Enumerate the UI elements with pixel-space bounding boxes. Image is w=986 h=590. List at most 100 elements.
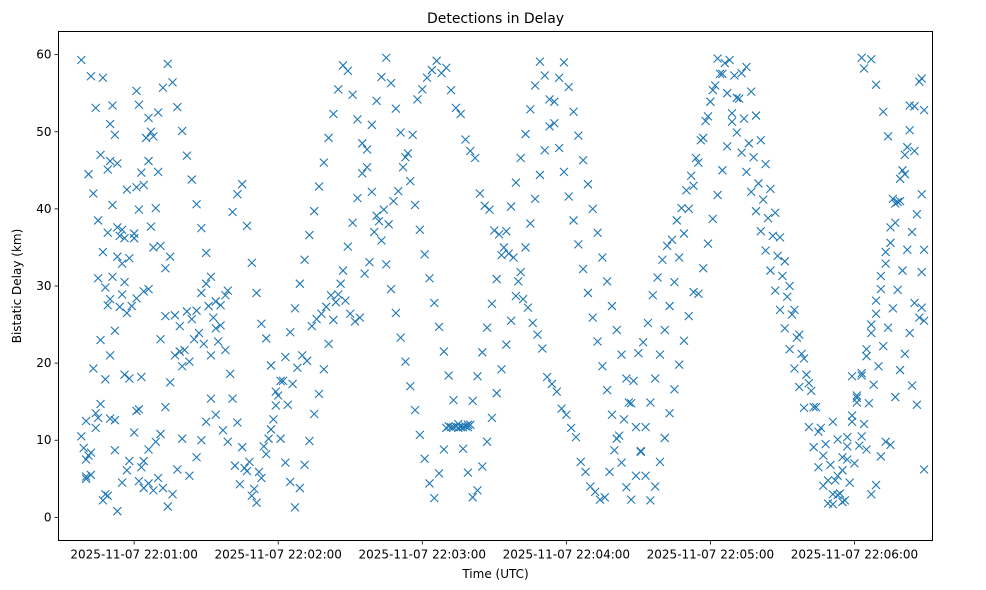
data-point [694,289,703,299]
data-point [439,445,449,454]
data-point [804,422,814,432]
data-point [254,467,264,477]
data-point [816,423,826,433]
data-point [192,199,201,209]
data-point [148,485,158,495]
data-point [79,443,89,453]
data-point [489,226,499,235]
data-point [626,495,636,505]
data-point [660,433,670,443]
data-point [866,328,876,338]
data-point [794,382,804,392]
data-point [206,272,216,282]
data-point [91,408,101,418]
data-point [564,82,574,92]
data-point [898,165,907,175]
data-point [103,228,113,238]
data-point [778,271,787,281]
data-point [497,364,506,374]
data-point [139,287,149,296]
data-point [780,256,790,266]
data-point [429,298,439,308]
data-point [86,71,96,81]
data-point [917,303,927,312]
data-point [266,425,276,434]
data-point [866,54,876,64]
data-point [566,423,576,433]
x-tick-label: 2025-11-07 22:02:00 [214,548,341,562]
data-point [357,138,367,148]
data-point [216,320,225,330]
data-point [295,483,305,493]
data-point [168,489,177,499]
data-point [453,419,463,429]
data-point [883,131,893,141]
data-point [170,310,180,320]
data-point [336,279,346,289]
data-point [146,127,156,137]
data-point [139,180,149,190]
data-point [201,417,211,427]
data-point [314,182,324,191]
data-point [530,81,540,90]
data-point [415,225,425,235]
data-point [487,299,497,309]
data-point [799,403,809,413]
data-point [319,364,329,374]
data-point [405,381,415,391]
data-point [886,440,895,450]
data-point [703,239,713,248]
data-point [718,165,727,175]
data-point [780,324,790,333]
data-point [153,108,163,117]
data-point [180,345,189,355]
data-point [890,392,900,402]
data-point [91,103,101,113]
data-point [184,471,194,481]
data-point [463,420,473,430]
data-point [818,451,828,461]
data-point [573,131,583,141]
data-point [420,454,430,464]
data-point [672,216,682,225]
data-point [689,181,698,191]
data-point [835,489,845,498]
x-tick-label: 2025-11-07 22:03:00 [359,548,486,562]
data-point [847,417,857,427]
data-point [581,467,590,477]
data-point [830,475,840,485]
data-point [329,109,338,119]
data-point [475,189,485,198]
data-point [583,179,593,189]
data-point [665,408,674,418]
data-point [319,158,329,167]
data-point [838,452,847,462]
data-point [144,445,153,454]
data-point [232,418,242,427]
y-tick-label: 50 [36,125,51,139]
data-point [105,294,115,304]
data-point [761,159,771,169]
data-point [427,65,437,75]
data-point [840,496,850,505]
data-point [893,285,903,295]
data-point [158,83,168,93]
data-point [482,323,492,333]
y-tick-label: 60 [36,48,51,62]
data-point [737,148,747,157]
data-point [857,53,867,63]
data-point [878,341,888,351]
data-point [408,130,418,140]
data-point [826,460,835,470]
data-point [742,62,751,72]
data-point [905,125,915,135]
data-point [725,55,734,65]
data-point [396,128,406,137]
data-point [535,57,545,66]
data-point [283,400,293,410]
data-point [444,371,454,380]
data-point [165,252,175,262]
data-point [669,384,679,394]
data-point [895,174,905,184]
data-point [96,150,105,160]
